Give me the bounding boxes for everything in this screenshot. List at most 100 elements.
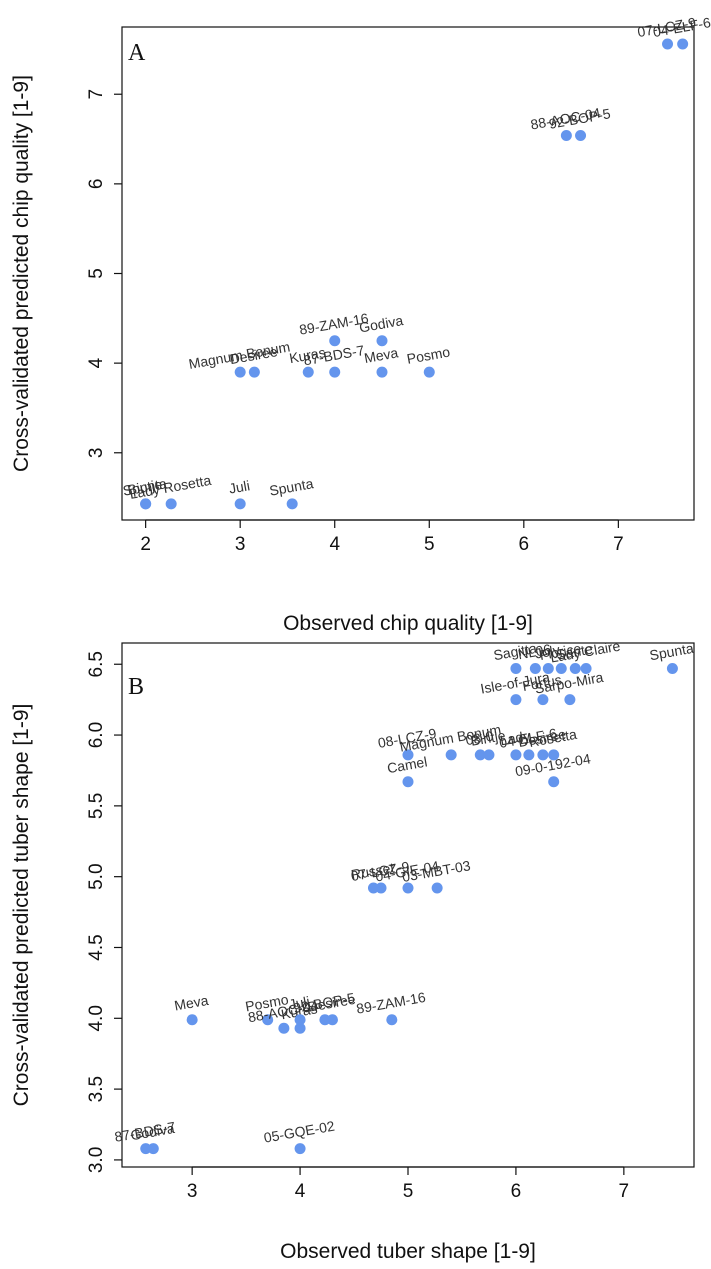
point-label: Lady Rosetta <box>128 472 212 502</box>
y-tick-label: 3.0 <box>86 1147 107 1173</box>
data-point <box>140 1143 152 1155</box>
x-tick-label: 2 <box>140 534 151 555</box>
data-point <box>564 694 576 706</box>
point-label: Fortus <box>521 671 563 694</box>
point-label: Spunta <box>268 475 315 498</box>
point-label: Camel <box>386 753 429 776</box>
data-point <box>262 1014 274 1026</box>
data-point <box>537 749 549 761</box>
data-point <box>402 776 414 788</box>
data-point <box>431 882 443 894</box>
panel-b: B 3 4 5 6 7 3.0 3.5 4.0 4.5 5.0 5.5 6.0 6.5 Observed t… <box>10 638 695 1263</box>
point-label: Posmo <box>244 991 290 1014</box>
y-tick-label: 5 <box>86 268 107 279</box>
data-point <box>286 498 298 510</box>
data-point <box>294 1014 306 1026</box>
point-label: 08-0 <box>464 728 495 749</box>
data-point <box>548 749 560 761</box>
data-point <box>248 366 260 378</box>
y-tick-label: 6 <box>86 179 107 190</box>
panel-label: B <box>128 674 144 700</box>
data-point <box>542 662 554 674</box>
data-point <box>165 498 177 510</box>
point-label: NL06 <box>517 641 553 663</box>
data-point <box>147 1143 159 1155</box>
plot-frame <box>121 26 695 521</box>
data-point <box>319 1014 331 1026</box>
data-point <box>474 749 486 761</box>
point-label: Meva <box>173 992 210 1014</box>
data-point <box>569 662 581 674</box>
data-point <box>529 662 541 674</box>
data-point <box>386 1014 398 1026</box>
x-tick-label: 7 <box>619 1181 630 1202</box>
data-point <box>537 694 549 706</box>
y-axis-label: Cross-validated predicted chip quality [… <box>10 75 33 472</box>
panel-label: A <box>128 40 146 66</box>
y-tick-label: 6.5 <box>86 651 107 677</box>
data-point <box>575 129 587 141</box>
point-label: Juli <box>228 477 251 496</box>
y-tick-label: 5.5 <box>86 793 107 819</box>
point-label: Posmo <box>406 343 452 366</box>
data-point <box>294 1143 306 1155</box>
point-label: Sagitta <box>492 640 538 663</box>
point-label: Spunta <box>122 475 169 498</box>
point-label: Kuras <box>280 1000 319 1022</box>
x-tick-label: 3 <box>187 1181 198 1202</box>
y-tick-label: 4 <box>86 357 107 368</box>
data-point <box>677 38 689 50</box>
point-label: 05-GQE-02 <box>263 1118 336 1146</box>
point-label: Desiree <box>306 991 356 1015</box>
point-label: Godiva <box>129 1120 176 1143</box>
data-point <box>376 366 388 378</box>
data-point <box>326 1014 338 1026</box>
data-point <box>302 366 314 378</box>
point-label: Spunta <box>648 640 695 663</box>
data-point <box>445 749 457 761</box>
point-label: Juli <box>287 993 310 1012</box>
y-tick-label: 4.5 <box>86 934 107 960</box>
point-label: Bintje <box>469 727 506 749</box>
point-label: Godiva <box>358 312 405 335</box>
y-tick-label: 7 <box>86 89 107 100</box>
data-point <box>523 749 535 761</box>
data-point <box>402 882 414 894</box>
data-point <box>580 662 592 674</box>
x-axis-label: Observed tuber shape [1-9] <box>280 1240 536 1263</box>
data-point <box>483 749 495 761</box>
point-label: Florice <box>538 640 582 663</box>
point-label: Lady <box>499 727 532 748</box>
data-point <box>376 335 388 347</box>
data-point <box>186 1014 198 1026</box>
data-point <box>294 1022 306 1034</box>
data-point <box>423 366 435 378</box>
y-tick-label: 4.0 <box>86 1005 107 1031</box>
point-label: Joly <box>534 642 561 662</box>
data-point <box>510 749 522 761</box>
y-tick-label: 5.0 <box>86 863 107 889</box>
data-point <box>560 129 572 141</box>
point-label: Kuras <box>288 344 327 366</box>
data-point <box>666 662 678 674</box>
y-tick-label: 3.5 <box>86 1076 107 1102</box>
x-tick-label: 5 <box>424 534 435 555</box>
y-tick-label: 6.0 <box>86 722 107 748</box>
x-tick-label: 5 <box>403 1181 414 1202</box>
plot-frame <box>121 642 695 1168</box>
x-tick-label: 3 <box>235 534 246 555</box>
data-point <box>662 38 674 50</box>
data-point <box>510 662 522 674</box>
data-point <box>329 335 341 347</box>
point-label: Meva <box>363 344 400 366</box>
x-tick-label: 6 <box>511 1181 522 1202</box>
y-axis-label: Cross-validated predicted tuber shape [1… <box>10 704 33 1107</box>
point-label: 89-ZAM-16 <box>355 989 427 1017</box>
data-point <box>329 366 341 378</box>
data-point <box>555 662 567 674</box>
panel-a: A 2 3 4 5 6 7 3 4 5 6 7 Observed chip quality [1-9] C… <box>10 14 711 635</box>
x-tick-label: 4 <box>295 1181 306 1202</box>
